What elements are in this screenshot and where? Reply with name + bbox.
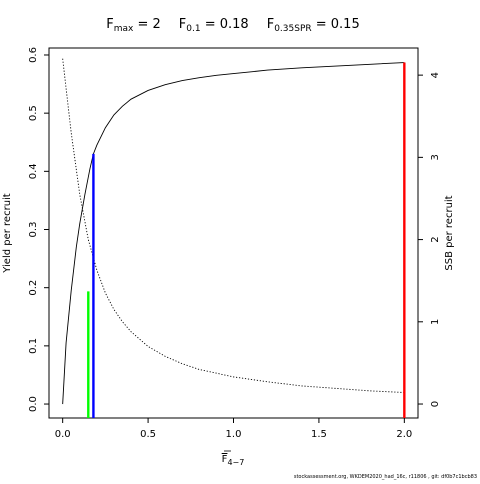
y-tick-label: 0.1 [28, 338, 39, 354]
series-ssb-line [62, 58, 405, 393]
x-tick-label: 1.0 [226, 429, 242, 440]
title-part-subscript: max [114, 24, 134, 34]
y2-tick-label: 1 [430, 319, 441, 325]
x-axis-label: F4−7 [222, 454, 245, 467]
y-tick-label: 0.0 [28, 396, 39, 412]
title-part-symbol: F [179, 17, 186, 32]
y-tick-label: 0.2 [28, 280, 39, 296]
series-yield-line [62, 62, 405, 405]
y-tick-label: 0.5 [28, 105, 39, 121]
x-tick-label: 0.0 [55, 429, 71, 440]
x-axis-label-subscript: 4−7 [227, 458, 244, 467]
y2-tick-label: 4 [430, 72, 441, 78]
title-part-value: = 2 [133, 17, 160, 32]
y-tick-label: 0.6 [28, 47, 39, 63]
title-part-value: = 0.15 [312, 17, 360, 32]
x-axis-label-symbol: F [222, 454, 228, 465]
title-part-symbol: F [267, 17, 274, 32]
footer-credit: stockassessment.org, WKDEM2020_had_16c, … [294, 474, 477, 480]
y-tick-label: 0.4 [28, 163, 39, 179]
title-part-subscript: 0.1 [186, 24, 200, 34]
x-tick-label: 0.5 [140, 429, 156, 440]
chart-title: Fmax = 2 F0.1 = 0.18 F0.35SPR = 0.15 [106, 17, 359, 34]
title-part-symbol: F [106, 17, 113, 32]
x-tick-label: 1.5 [311, 429, 327, 440]
y-axis-label: Yield per recruit [2, 193, 13, 274]
title-part-subscript: 0.35SPR [274, 24, 311, 34]
y2-tick-label: 0 [430, 401, 441, 407]
y2-axis-label: SSB per recruit [444, 195, 455, 270]
plot-frame [48, 47, 419, 419]
y-tick-label: 0.3 [28, 222, 39, 238]
y2-tick-label: 2 [430, 236, 441, 242]
y2-tick-label: 3 [430, 154, 441, 160]
x-tick-label: 2.0 [396, 429, 412, 440]
title-part-value: = 0.18 [201, 17, 249, 32]
